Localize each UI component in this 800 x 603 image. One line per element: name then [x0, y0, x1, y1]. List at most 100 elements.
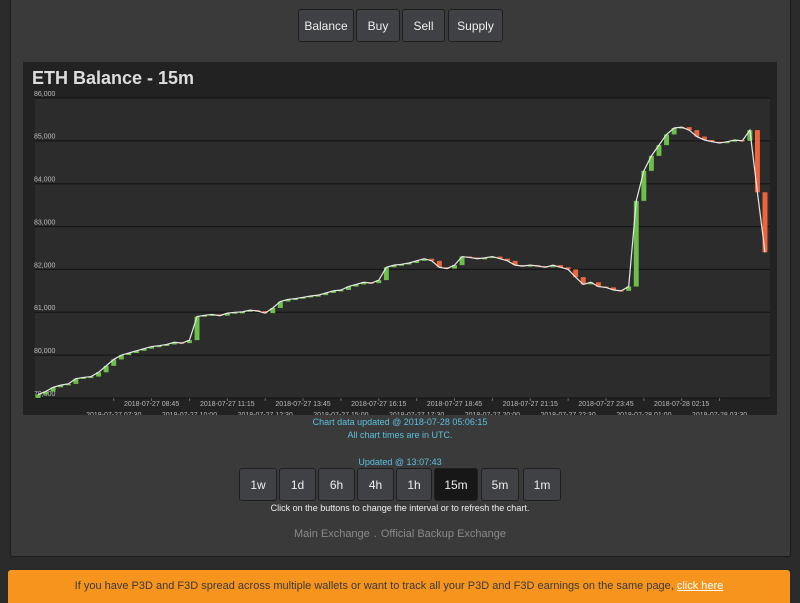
candle — [346, 286, 351, 290]
candle — [240, 311, 245, 314]
candle — [512, 260, 518, 266]
candle — [399, 264, 404, 266]
candle — [164, 344, 170, 346]
interval-button[interactable]: 6h — [318, 468, 355, 501]
x-tick-label: 2018-07-27 23:45 — [578, 401, 633, 408]
candle — [724, 141, 730, 144]
candle — [50, 387, 56, 392]
candle — [588, 282, 594, 285]
x-tick-label: 2018-07-27 08:45 — [124, 401, 179, 408]
candle — [694, 130, 700, 137]
candle — [383, 267, 389, 281]
x-tick-label: 2018-07-28 03:30 — [692, 412, 747, 415]
x-tick-label: 2018-07-27 18:45 — [427, 401, 482, 408]
candle — [747, 130, 753, 141]
candle — [391, 265, 397, 268]
candle — [277, 301, 283, 308]
candle — [414, 260, 420, 263]
candle — [80, 377, 86, 379]
hint-text: Click on the buttons to change the inter… — [270, 503, 530, 513]
candle — [452, 265, 457, 269]
candle — [103, 365, 109, 373]
candle — [338, 290, 344, 292]
interval-button[interactable]: 1w — [239, 468, 277, 501]
candle — [626, 286, 632, 291]
x-tick-label: 2018-07-27 21:15 — [503, 401, 558, 408]
nav-button[interactable]: Supply — [448, 9, 503, 42]
chart-container: ETH Balance - 15m 79,00080,00081,00082,0… — [23, 62, 777, 419]
interval-button[interactable]: 1m — [523, 468, 561, 501]
y-tick-label: 84,000 — [34, 177, 56, 184]
banner-text: If you have P3D and F3D spread across mu… — [74, 580, 674, 592]
interval-button[interactable]: 4h — [357, 468, 394, 501]
y-tick-label: 80,000 — [34, 348, 56, 355]
candle — [58, 385, 64, 388]
candle — [656, 145, 662, 156]
x-tick-label: 2018-07-27 07:30 — [86, 412, 141, 415]
chart-note: All chart times are in UTC. — [347, 430, 453, 440]
interval-button[interactable]: 15m — [434, 468, 478, 501]
x-tick-label: 2018-07-27 13:45 — [275, 401, 330, 408]
candle — [505, 258, 510, 261]
x-tick-label: 2018-07-27 15:00 — [313, 412, 368, 415]
banner-link[interactable]: click here — [676, 580, 724, 592]
candle — [118, 355, 124, 360]
footer-link[interactable]: Main Exchange — [293, 528, 370, 540]
candle — [754, 130, 760, 193]
nav-button[interactable]: Sell — [402, 9, 445, 42]
candle — [376, 280, 382, 284]
candle — [762, 192, 768, 253]
candle — [671, 128, 677, 135]
candle — [558, 265, 563, 268]
candle — [171, 342, 177, 345]
candle — [224, 313, 230, 316]
candle — [580, 277, 586, 285]
candle — [330, 290, 336, 293]
candle — [96, 372, 102, 377]
nav-button[interactable]: Buy — [356, 9, 400, 42]
candle — [497, 256, 503, 259]
candle — [156, 345, 162, 348]
candle — [701, 136, 707, 140]
candle — [436, 260, 442, 268]
separator: . — [373, 528, 377, 540]
x-tick-label: 2018-07-27 22:30 — [540, 412, 595, 415]
y-tick-label: 86,000 — [34, 91, 56, 98]
candle — [186, 340, 192, 344]
candle — [482, 257, 488, 260]
chart-title: ETH Balance - 15m — [32, 68, 194, 88]
candle — [633, 200, 639, 287]
candle — [550, 265, 556, 268]
footer-link[interactable]: Official Backup Exchange — [380, 528, 507, 540]
x-tick-label: 2018-07-28 02:15 — [654, 401, 709, 408]
x-tick-label: 2018-07-27 12:30 — [238, 412, 293, 415]
candle — [323, 293, 329, 296]
candle — [573, 269, 579, 278]
candle — [35, 394, 41, 398]
nav-button[interactable]: Balance — [298, 9, 354, 42]
candle — [209, 314, 215, 316]
interval-button[interactable]: 5m — [481, 468, 519, 501]
y-tick-label: 85,000 — [34, 134, 56, 141]
candle — [126, 353, 132, 356]
candle — [421, 258, 427, 261]
candle — [641, 170, 647, 201]
candle — [194, 316, 200, 341]
candle — [527, 265, 533, 267]
interval-button[interactable]: 1h — [396, 468, 432, 501]
x-tick-label: 2018-07-27 16:15 — [351, 401, 406, 408]
close-line — [37, 126, 766, 396]
candle — [648, 155, 654, 171]
candle — [293, 298, 298, 301]
banner: If you have P3D and F3D spread across mu… — [8, 570, 790, 603]
candle — [285, 299, 291, 302]
candle — [262, 311, 268, 314]
y-tick-label: 82,000 — [34, 262, 56, 269]
candle — [232, 312, 238, 314]
candle — [686, 127, 692, 131]
candle — [429, 258, 435, 261]
interval-button[interactable]: 1d — [279, 468, 316, 501]
footer: Main Exchange. Official Backup Exchange — [0, 528, 800, 540]
candle — [149, 346, 155, 349]
candle — [595, 282, 601, 287]
